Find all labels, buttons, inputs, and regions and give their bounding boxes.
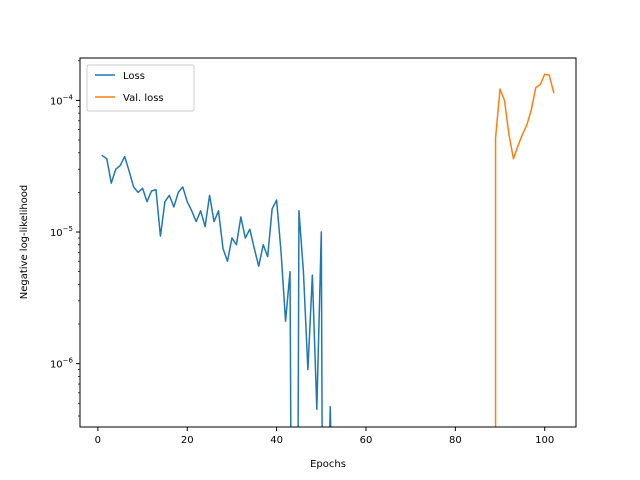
x-tick-label: 60: [360, 435, 373, 446]
y-tick-label: 10−6: [50, 357, 74, 371]
legend-label-loss: Loss: [123, 71, 145, 82]
legend-label-val-loss: Val. loss: [123, 93, 164, 104]
legend-box: [86, 64, 195, 112]
series-line-1: [494, 73, 555, 427]
x-axis-label: Epochs: [310, 459, 346, 470]
plot-frame: [79, 57, 577, 428]
x-tick-label: 80: [449, 435, 462, 446]
y-tick-label: 10−4: [50, 93, 74, 107]
x-tick-label: 40: [270, 435, 283, 446]
series-line-0: [101, 154, 332, 427]
legend: Loss Val. loss: [86, 64, 195, 112]
y-tick-label: 10−5: [50, 225, 73, 239]
x-tick-label: 0: [95, 435, 101, 446]
y-axis-label: Negative log-likelihood: [19, 185, 30, 300]
x-tick-label: 100: [535, 435, 554, 446]
series-layer: [101, 73, 555, 427]
x-tick-label: 20: [181, 435, 194, 446]
plot-area: [80, 58, 576, 427]
